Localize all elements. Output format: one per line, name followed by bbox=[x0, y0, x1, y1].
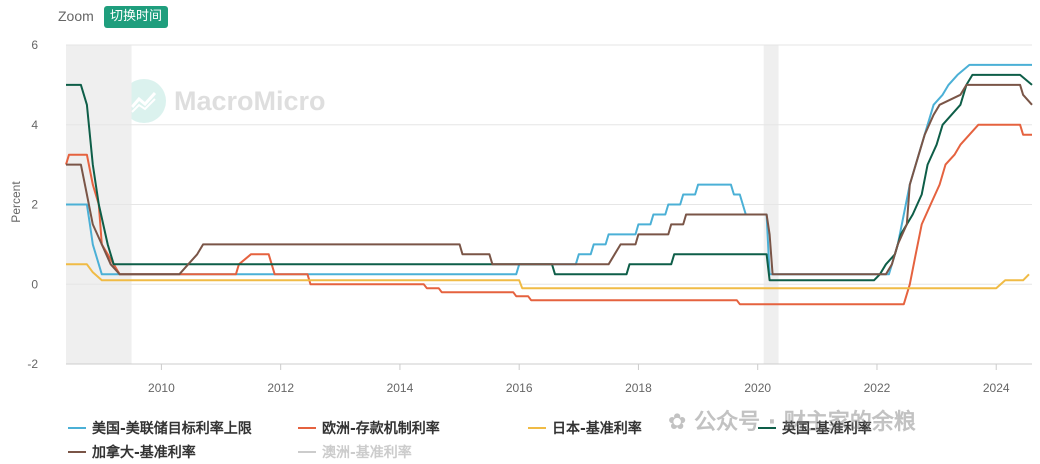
legend-item-2[interactable]: 日本-基准利率 bbox=[528, 418, 642, 438]
switch-time-button[interactable]: 切换时间 bbox=[104, 6, 169, 28]
legend-item-0[interactable]: 美国-美联储目标利率上限 bbox=[68, 418, 252, 438]
legend-swatch-1 bbox=[298, 427, 316, 429]
legend-label-5: 澳洲-基准利率 bbox=[322, 445, 412, 461]
zoom-label: Zoom bbox=[58, 8, 94, 24]
legend-label-3: 英国-基准利率 bbox=[782, 421, 872, 437]
legend-item-1[interactable]: 欧洲-存款机制利率 bbox=[298, 418, 440, 438]
legend-swatch-5 bbox=[298, 451, 316, 453]
series-line-2 bbox=[66, 263, 1030, 290]
series-line-1 bbox=[65, 123, 1032, 306]
x-tick-label-5: 2020 bbox=[744, 381, 771, 395]
x-tick-label-2: 2014 bbox=[387, 381, 414, 395]
x-tick-label-6: 2022 bbox=[864, 381, 891, 395]
legend-swatch-3 bbox=[758, 427, 776, 429]
y-tick-label-0: -2 bbox=[27, 357, 38, 371]
legend-swatch-0 bbox=[68, 427, 86, 429]
legend-label-4: 加拿大-基准利率 bbox=[92, 445, 196, 461]
y-tick-label-3: 4 bbox=[31, 118, 38, 132]
legend-swatch-2 bbox=[528, 427, 546, 429]
wechat-watermark-text: 公众号 · 财主家的余粮 bbox=[694, 410, 916, 435]
legend-label-2: 日本-基准利率 bbox=[552, 421, 642, 437]
y-tick-label-4: 6 bbox=[31, 38, 38, 52]
legend-item-5[interactable]: 澳洲-基准利率 bbox=[298, 442, 412, 462]
x-tick-label-3: 2016 bbox=[506, 381, 533, 395]
legend-item-3[interactable]: 英国-基准利率 bbox=[758, 418, 872, 438]
x-tick-label-1: 2012 bbox=[267, 381, 294, 395]
wechat-watermark: ✿ 公众号 · 财主家的余粮 bbox=[668, 404, 916, 436]
legend-swatch-4 bbox=[68, 451, 86, 453]
y-tick-label-1: 0 bbox=[31, 277, 38, 291]
y-axis-label: Percent bbox=[9, 181, 23, 223]
x-tick-label-4: 2018 bbox=[625, 381, 652, 395]
legend-item-4[interactable]: 加拿大-基准利率 bbox=[68, 442, 196, 462]
legend-label-0: 美国-美联储目标利率上限 bbox=[92, 421, 252, 437]
legend-label-1: 欧洲-存款机制利率 bbox=[322, 421, 440, 437]
series-line-3 bbox=[66, 73, 1033, 282]
y-tick-label-2: 2 bbox=[31, 198, 38, 212]
wechat-icon: ✿ bbox=[668, 410, 687, 435]
x-tick-label-0: 2010 bbox=[148, 381, 175, 395]
series-line-0 bbox=[66, 63, 1032, 276]
macromicro-logo-text: MacroMicro bbox=[174, 85, 326, 116]
series-line-4 bbox=[66, 83, 1033, 276]
x-tick-label-7: 2024 bbox=[983, 381, 1010, 395]
